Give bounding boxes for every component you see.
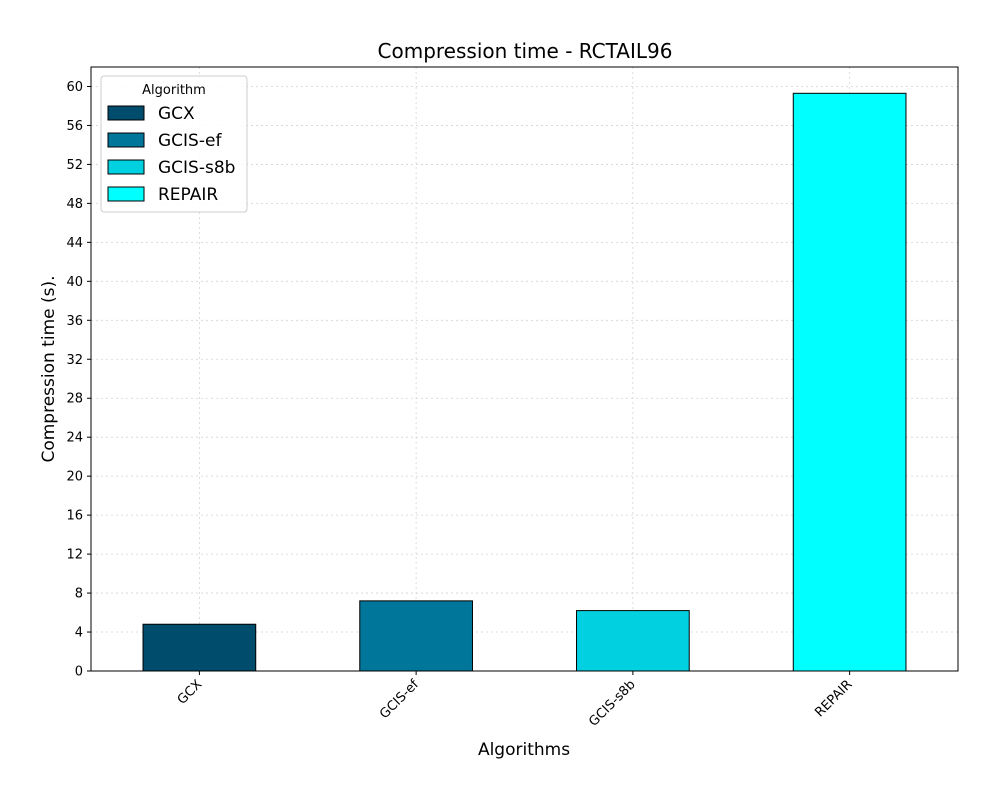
y-tick-label: 52 [66,158,83,173]
legend-swatch [107,132,145,148]
y-tick-label: 0 [75,665,83,680]
legend-label: REPAIR [158,185,218,205]
x-tick-label: GCIS-ef [377,677,422,722]
y-tick-label: 44 [66,236,83,251]
bar-gcis-s8b [576,610,690,672]
legend-label: GCIS-ef [158,131,222,151]
bars [142,92,907,672]
y-tick-label: 48 [66,197,83,212]
y-tick-label: 32 [66,353,83,368]
legend-label: GCX [158,104,195,124]
legend-swatch [107,186,145,202]
y-tick-label: 36 [66,314,83,329]
x-tick-label: GCIS-s8b [586,677,638,729]
chart-title: Compression time - RCTAIL96 [378,39,673,63]
x-tick-label: GCX [175,677,206,708]
legend-swatch [107,105,145,121]
legend-swatch [107,159,145,175]
y-tick-label: 40 [66,275,83,290]
bar-repair [792,92,907,672]
x-axis-ticks: GCX GCIS-ef GCIS-s8b REPAIR [175,671,855,730]
bar-gcis-ef [359,600,473,672]
x-axis-label: Algorithms [478,740,570,760]
y-tick-label: 16 [66,509,83,524]
bar-gcx [142,623,257,672]
x-tick-label: REPAIR [812,677,855,720]
y-tick-label: 24 [66,431,83,446]
y-tick-label: 56 [66,119,83,134]
legend: Algorithm GCX GCIS-ef GCIS-s8b REPAIR [100,75,248,213]
y-tick-label: 20 [66,470,83,485]
plot-area-frame [90,66,959,672]
y-axis-label: Compression time (s). [39,275,59,462]
y-tick-label: 60 [66,80,83,95]
y-tick-label: 28 [66,392,83,407]
y-tick-label: 8 [75,587,83,602]
y-tick-label: 4 [75,626,83,641]
legend-label: GCIS-s8b [158,158,235,178]
y-tick-label: 12 [66,548,83,563]
legend-title: Algorithm [142,83,206,98]
